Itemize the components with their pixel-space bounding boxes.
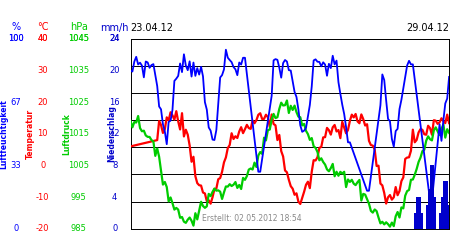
Text: °C: °C <box>37 22 49 32</box>
Bar <box>447 213 450 229</box>
Text: 33: 33 <box>10 161 21 170</box>
Text: 40: 40 <box>37 34 48 43</box>
Text: 20: 20 <box>37 98 48 106</box>
Text: 16: 16 <box>109 98 120 106</box>
Text: 985: 985 <box>71 224 87 233</box>
Text: 1035: 1035 <box>68 66 89 75</box>
Text: 995: 995 <box>71 192 86 202</box>
Text: 24: 24 <box>109 34 120 43</box>
Bar <box>414 213 419 229</box>
Text: 29.04.12: 29.04.12 <box>406 23 449 33</box>
Text: 12: 12 <box>109 129 120 138</box>
Text: -10: -10 <box>36 192 50 202</box>
Text: 4: 4 <box>112 192 117 202</box>
Text: %: % <box>11 22 20 32</box>
Bar <box>445 205 450 229</box>
Text: 1005: 1005 <box>68 161 89 170</box>
Text: 0: 0 <box>13 224 18 233</box>
Text: Luftfeuchtigkeit: Luftfeuchtigkeit <box>0 99 8 169</box>
Text: Erstellt: 02.05.2012 18:54: Erstellt: 02.05.2012 18:54 <box>202 214 302 223</box>
Text: 40: 40 <box>37 34 48 43</box>
Text: 8: 8 <box>112 161 117 170</box>
Text: 23.04.12: 23.04.12 <box>130 23 174 33</box>
Bar <box>428 189 432 229</box>
Bar <box>418 213 423 229</box>
Text: 30: 30 <box>37 66 48 75</box>
Text: Niederschlag: Niederschlag <box>107 105 116 162</box>
Text: 0: 0 <box>40 161 45 170</box>
Text: mm/h: mm/h <box>100 22 129 32</box>
Bar <box>441 197 446 229</box>
Text: 24: 24 <box>109 34 120 43</box>
Text: 1025: 1025 <box>68 98 89 106</box>
Text: Temperatur: Temperatur <box>26 109 35 159</box>
Text: 1045: 1045 <box>68 34 89 43</box>
Text: 0: 0 <box>112 224 117 233</box>
Text: 100: 100 <box>8 34 23 43</box>
Bar <box>439 213 444 229</box>
Text: 1015: 1015 <box>68 129 89 138</box>
Text: 100: 100 <box>8 34 23 43</box>
Bar <box>432 197 436 229</box>
Text: 67: 67 <box>10 98 21 106</box>
Bar <box>430 166 434 229</box>
Bar <box>443 181 448 229</box>
Bar <box>426 205 431 229</box>
Text: 20: 20 <box>109 66 120 75</box>
Text: 10: 10 <box>37 129 48 138</box>
Text: hPa: hPa <box>70 22 88 32</box>
Text: 1045: 1045 <box>68 34 89 43</box>
Bar <box>416 197 421 229</box>
Text: -20: -20 <box>36 224 50 233</box>
Text: Luftdruck: Luftdruck <box>62 113 71 155</box>
